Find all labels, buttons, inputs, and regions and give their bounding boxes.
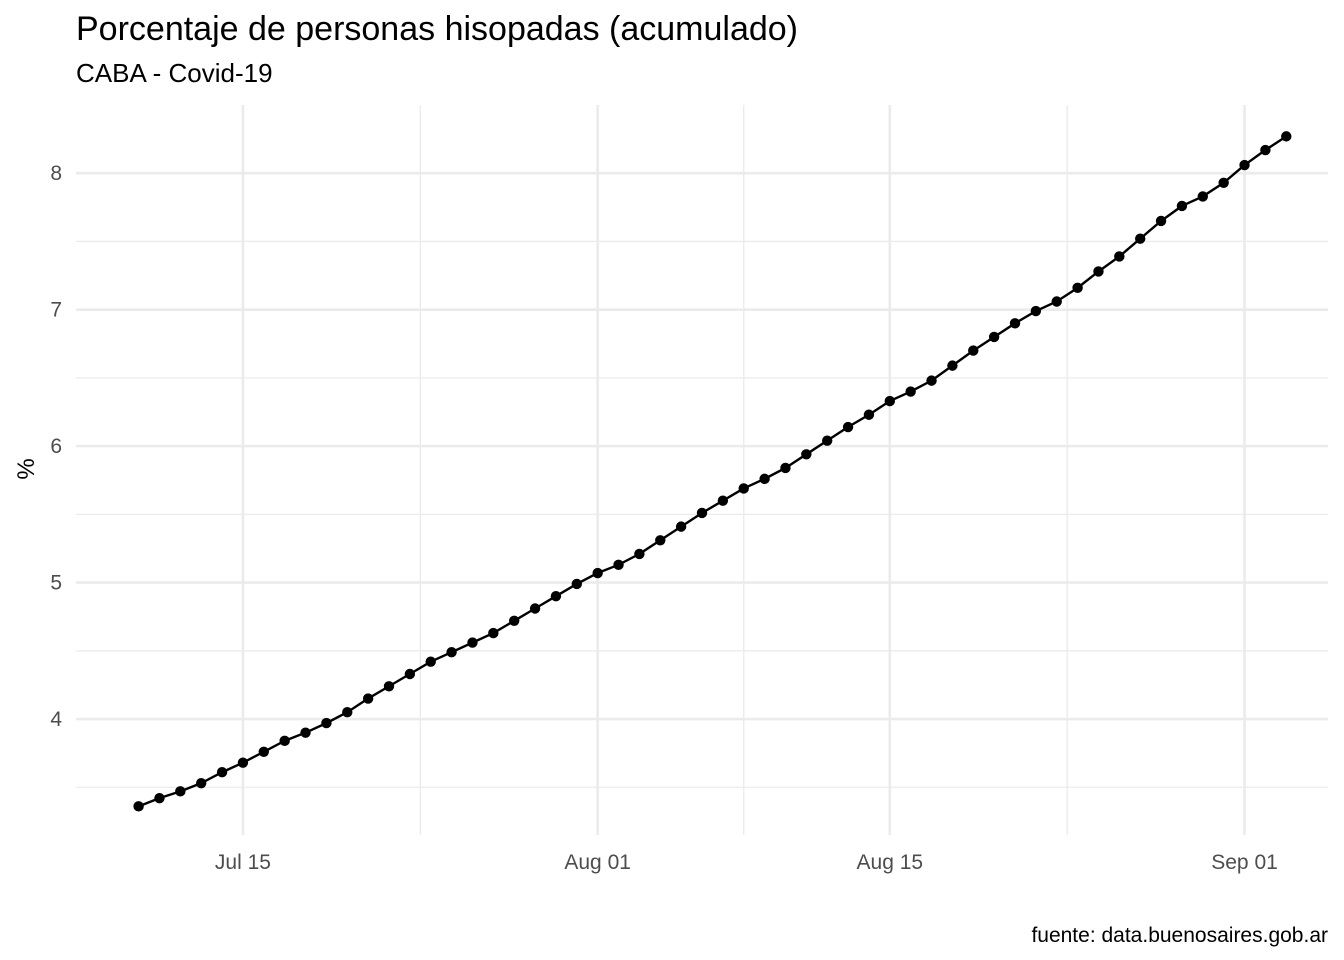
data-point [1281,131,1292,142]
data-point [362,693,374,704]
x-tick-label: Aug 01 [564,851,631,874]
data-point [258,746,269,757]
x-tick-label: Sep 01 [1211,851,1278,874]
data-point [1197,191,1209,202]
y-axis-label: % [13,458,40,479]
x-tick-label: Jul 15 [215,851,271,874]
data-point [1072,282,1083,294]
data-point [884,395,895,407]
data-point [926,375,937,386]
data-point [1155,215,1167,227]
series-line [138,135,1287,808]
data-point [1030,305,1042,317]
data-point [571,578,582,590]
data-point [842,421,854,433]
data-point [196,777,207,789]
data-point [1135,233,1146,244]
data-point [488,627,499,639]
y-tick-label: 8 [50,162,62,185]
data-point [613,559,624,571]
data-point [1114,251,1125,262]
data-point [988,331,1000,343]
data-point [696,507,708,519]
data-point [675,521,687,532]
caption: fuente: data.buenosaires.gob.ar [1031,924,1328,947]
data-point [425,656,436,667]
data-point [383,681,395,692]
data-point [717,495,729,506]
series [133,131,1292,812]
data-point [655,535,666,546]
data-point [446,646,457,658]
data-point [133,801,144,812]
data-point [863,409,875,420]
data-point [1093,266,1104,277]
data-point [1051,296,1062,307]
data-point [738,483,749,494]
chart-subtitle: CABA - Covid-19 [76,58,273,88]
data-point [801,449,812,460]
x-tick-label: Aug 15 [857,851,924,874]
data-point [759,473,770,485]
y-tick-label: 7 [50,299,62,322]
data-point [529,603,541,614]
axis-ticks: 4 5 6 7 8 Jul 15 Aug 01 Aug 15 Sep 01 [50,162,1278,874]
data-point [1260,144,1271,156]
y-tick-label: 4 [50,708,62,731]
data-point [404,668,416,680]
data-point [300,727,311,738]
data-point [342,707,353,718]
data-point [592,567,603,579]
data-point [1009,318,1021,329]
data-point [947,360,958,371]
y-tick-label: 6 [50,435,62,458]
chart-title: Porcentaje de personas hisopadas (acumul… [76,10,798,48]
data-point [1218,177,1229,188]
data-point [550,591,562,602]
data-point [822,435,833,446]
data-point [467,637,478,648]
data-point [1239,159,1250,171]
data-point [968,345,979,356]
grid [76,105,1328,835]
data-point [154,792,165,804]
data-point [509,615,520,626]
data-point [1176,200,1188,212]
data-point [905,386,916,397]
data-point [780,462,791,474]
data-point [634,548,645,560]
y-tick-label: 5 [50,572,62,595]
data-point [279,735,290,747]
data-point [175,786,186,797]
data-point [237,757,249,768]
data-point [321,717,332,729]
data-point [216,767,228,778]
